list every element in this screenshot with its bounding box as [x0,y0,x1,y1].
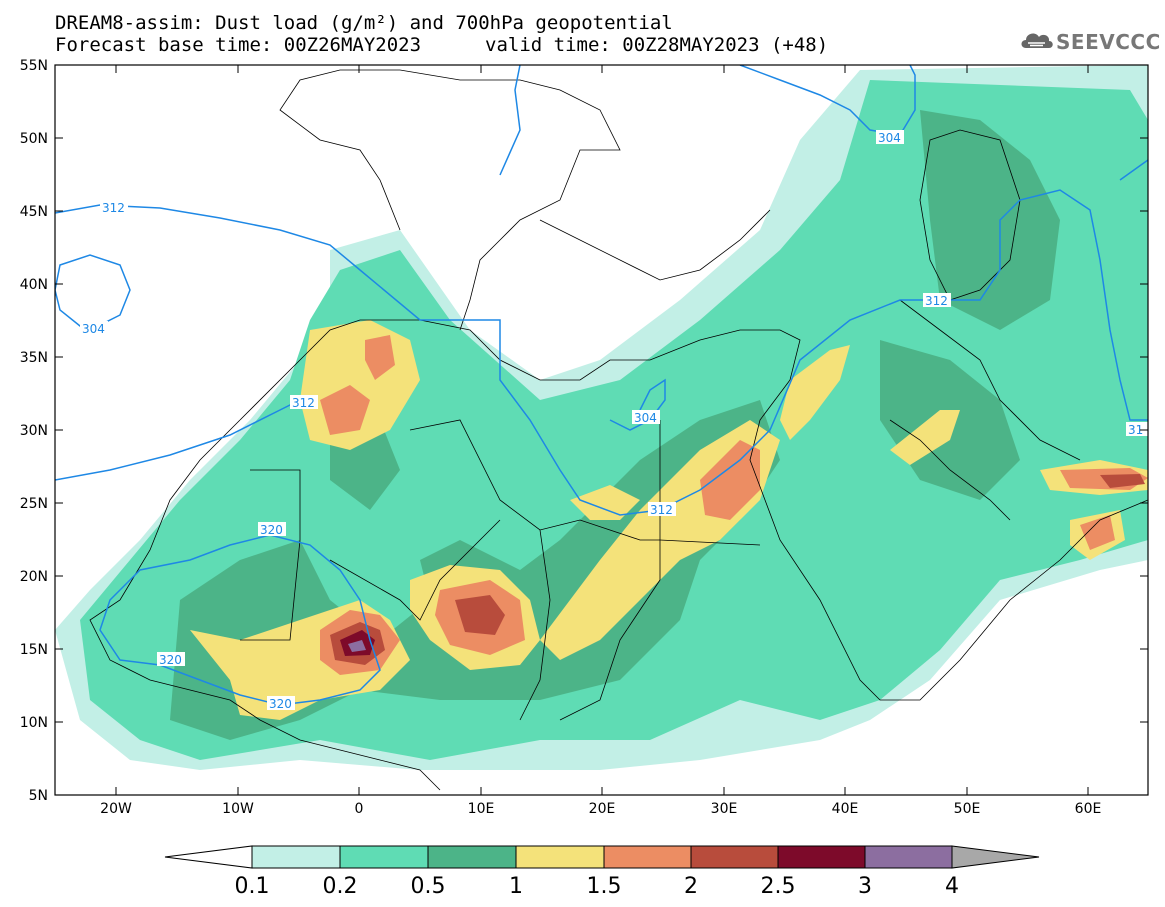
lat-label: 45N [20,204,48,220]
colorbar-labels: 0.1 0.2 0.5 1 1.5 2 2.5 3 4 [235,874,960,899]
svg-text:304: 304 [878,131,901,145]
lon-label: 50E [954,801,981,817]
svg-text:304: 304 [634,411,657,425]
valid-time: valid time: 00Z28MAY2023 (+48) [485,34,829,56]
svg-text:312: 312 [650,503,673,517]
colorbar-label: 0.5 [411,874,446,899]
svg-text:31: 31 [1128,423,1143,437]
svg-text:312: 312 [292,396,315,410]
lat-label: 25N [20,496,48,512]
colorbar-label: 3 [858,874,872,899]
colorbar-swatch-5 [690,845,779,869]
lat-ticks [55,64,1148,723]
coastlines [89,69,1148,791]
svg-text:320: 320 [269,697,292,711]
svg-text:320: 320 [260,523,283,537]
colorbar-min-arrow [164,845,253,869]
lon-label: 10E [468,801,495,817]
colorbar-swatch-2 [427,845,517,869]
lon-label: 10W [222,801,254,817]
map-title: DREAM8-assim: Dust load (g/m²) and 700hP… [55,12,673,34]
lat-label: 10N [20,715,48,731]
colorbar-label: 1.5 [587,874,622,899]
lon-labels: 20W 10W 0 10E 20E 30E 40E 50E 60E [100,801,1101,817]
svg-text:320: 320 [159,653,182,667]
svg-text:304: 304 [82,322,105,336]
logo-text: SEEVCCC [1056,30,1161,54]
lon-label: 20W [100,801,132,817]
lon-label: 60E [1075,801,1102,817]
seevccc-logo: SEEVCCC [1018,26,1160,56]
map-subtitle: Forecast base time: 00Z26MAY2023 valid ti… [55,34,828,56]
colorbar-label: 1 [509,874,523,899]
contour-labels: 312 304 312 320 320 320 304 312 312 304 … [80,130,1148,711]
colorbar-label: 0.2 [323,874,358,899]
svg-text:312: 312 [925,294,948,308]
lon-label: 20E [589,801,616,817]
lon-ticks [115,65,1089,795]
colorbar-swatch-0 [251,845,341,869]
dust-region-medium [80,80,1148,760]
colorbar-swatch-1 [339,845,429,869]
colorbar-label: 2 [684,874,698,899]
lat-label: 50N [20,131,48,147]
lat-label: 15N [20,642,48,658]
lon-label: 30E [711,801,738,817]
colorbar-swatch-7 [864,845,953,869]
colorbar-swatch-6 [777,845,866,869]
lat-label: 35N [20,350,48,366]
colorbar [164,845,1040,869]
colorbar-label: 0.1 [235,874,270,899]
lat-label: 55N [20,58,48,74]
colorbar-swatch-3 [515,845,605,869]
lon-label: 40E [832,801,859,817]
lat-label: 40N [20,277,48,293]
base-time: Forecast base time: 00Z26MAY2023 [55,34,422,56]
lat-label: 5N [29,788,48,804]
cloud-icon [1021,33,1053,48]
lat-label: 20N [20,569,48,585]
svg-text:312: 312 [102,201,125,215]
lon-label: 0 [355,801,364,817]
geopotential-contours [55,65,1148,706]
colorbar-label: 4 [945,874,959,899]
colorbar-label: 2.5 [761,874,796,899]
lat-label: 30N [20,423,48,439]
lat-labels: 55N 50N 45N 40N 35N 30N 25N 20N 15N 10N … [20,58,48,804]
colorbar-swatch-4 [603,845,692,869]
colorbar-max-arrow [951,845,1040,869]
